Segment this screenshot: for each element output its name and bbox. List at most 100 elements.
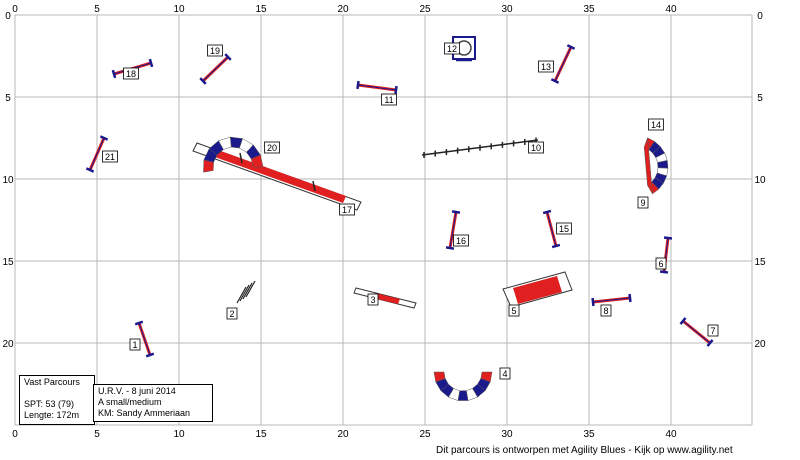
hurdle-wing bbox=[659, 270, 669, 274]
hurdle-wing bbox=[542, 209, 552, 215]
hurdle-wing bbox=[663, 236, 673, 240]
obstacle-label-21: 21 bbox=[102, 150, 118, 163]
obstacle-label-box bbox=[648, 118, 664, 131]
y-tick-right: 20 bbox=[754, 339, 766, 350]
obstacle-label-3: 3 bbox=[367, 293, 379, 306]
obstacle-label-18: 18 bbox=[123, 67, 139, 80]
obstacle-label-box bbox=[129, 338, 141, 351]
tyre-stand-line bbox=[242, 282, 253, 300]
obstacle-label-box bbox=[226, 307, 238, 320]
y-tick-left: 5 bbox=[5, 93, 11, 104]
obstacle-number: 2 bbox=[229, 309, 234, 319]
hurdle-wing bbox=[591, 297, 595, 307]
obstacle-label-2: 2 bbox=[226, 307, 238, 320]
hurdle-wing bbox=[550, 78, 560, 84]
obstacle-label-7: 7 bbox=[707, 324, 719, 337]
obstacle-label-14: 14 bbox=[648, 118, 664, 131]
x-tick-bottom: 5 bbox=[94, 429, 100, 440]
tunnel-segment bbox=[251, 154, 264, 168]
x-tick-bottom: 15 bbox=[255, 429, 267, 440]
x-tick-top: 0 bbox=[12, 4, 18, 15]
hurdle-wing bbox=[356, 80, 360, 90]
hurdle-bar-core bbox=[202, 56, 229, 82]
obstacle-label-box bbox=[453, 234, 469, 247]
tunnel-shape bbox=[643, 137, 669, 195]
x-tick-top: 30 bbox=[501, 4, 513, 15]
obstacle-label-16: 16 bbox=[453, 234, 469, 247]
y-tick-right: 10 bbox=[754, 175, 766, 186]
hurdle-bar-core bbox=[357, 84, 397, 91]
x-tick-top: 25 bbox=[419, 4, 431, 15]
y-tick-right: 5 bbox=[757, 93, 763, 104]
tunnel-shape bbox=[203, 136, 264, 173]
obstacle-number: 1 bbox=[132, 340, 137, 350]
footer-credit: Dit parcours is ontworpen met Agility Bl… bbox=[436, 445, 733, 456]
obstacles bbox=[85, 36, 714, 401]
obstacle-number: 16 bbox=[456, 236, 466, 246]
hurdle-wing bbox=[628, 293, 632, 303]
x-tick-bottom: 20 bbox=[337, 429, 349, 440]
obstacle-number: 6 bbox=[658, 259, 663, 269]
hurdle-bar-core bbox=[592, 297, 631, 303]
x-tick-bottom: 30 bbox=[501, 429, 513, 440]
obstacle-number: 20 bbox=[267, 143, 277, 153]
hurdle-wing bbox=[111, 69, 117, 79]
x-tick-top: 20 bbox=[337, 4, 349, 15]
obstacle-label-box bbox=[655, 257, 667, 270]
x-tick-bottom: 35 bbox=[583, 429, 595, 440]
judge-line: KM: Sandy Ammeriaan bbox=[98, 408, 191, 418]
tyre-stand-line bbox=[236, 286, 247, 304]
dogwalk-shape bbox=[192, 142, 362, 211]
obstacle-label-8: 8 bbox=[600, 304, 612, 317]
hurdle-shape bbox=[199, 53, 232, 85]
obstacle-label-13: 13 bbox=[538, 60, 554, 73]
obstacle-label-box bbox=[381, 93, 397, 106]
y-tick-right: 0 bbox=[757, 11, 763, 22]
x-tick-top: 15 bbox=[255, 4, 267, 15]
obstacle-number: 4 bbox=[502, 369, 507, 379]
obstacle-label-11: 11 bbox=[381, 93, 397, 106]
obstacle-label-box bbox=[707, 324, 719, 337]
hurdle-wing bbox=[99, 135, 109, 141]
hurdle-shape bbox=[591, 293, 632, 307]
hurdle-bar-core bbox=[682, 320, 711, 344]
obstacle-label-box bbox=[339, 203, 355, 216]
y-tick-left: 20 bbox=[2, 339, 14, 350]
obstacle-label-9: 9 bbox=[637, 196, 649, 209]
hurdle-bar-core bbox=[449, 211, 457, 249]
obstacle-label-1: 1 bbox=[129, 338, 141, 351]
hurdle-wing bbox=[706, 339, 714, 347]
dogwalk-contact bbox=[212, 149, 346, 203]
x-tick-top: 35 bbox=[583, 4, 595, 15]
hurdle-bar-core bbox=[554, 46, 572, 82]
seesaw-contact bbox=[373, 293, 400, 304]
x-tick-top: 5 bbox=[94, 4, 100, 15]
hurdle-shape bbox=[542, 209, 561, 249]
tunnel-segment bbox=[433, 371, 446, 383]
obstacle-number: 9 bbox=[640, 198, 645, 208]
seesaw-shape bbox=[353, 287, 417, 309]
dogwalk-support bbox=[312, 180, 316, 192]
obstacle-label-box bbox=[538, 60, 554, 73]
hurdle-shape bbox=[445, 210, 461, 250]
obstacle-label-box bbox=[207, 44, 223, 57]
obstacle-number: 3 bbox=[370, 295, 375, 305]
tyre-stand-shape bbox=[236, 280, 256, 304]
obstacle-label-20: 20 bbox=[264, 141, 280, 154]
event-line: U.R.V. - 8 juni 2014 bbox=[98, 386, 176, 396]
obstacle-label-box bbox=[499, 367, 511, 380]
hurdle-wing bbox=[145, 352, 155, 358]
obstacle-label-12: 12 bbox=[444, 42, 460, 55]
hurdle-wing bbox=[148, 58, 154, 68]
x-tick-bottom: 0 bbox=[12, 429, 18, 440]
tunnel-segment bbox=[643, 137, 653, 194]
obstacle-number: 17 bbox=[342, 205, 352, 215]
hurdle-wing bbox=[451, 210, 461, 214]
obstacle-label-15: 15 bbox=[556, 222, 572, 235]
obstacle-number: 7 bbox=[710, 326, 715, 336]
obstacle-label-box bbox=[528, 141, 544, 154]
y-tick-left: 15 bbox=[2, 257, 14, 268]
